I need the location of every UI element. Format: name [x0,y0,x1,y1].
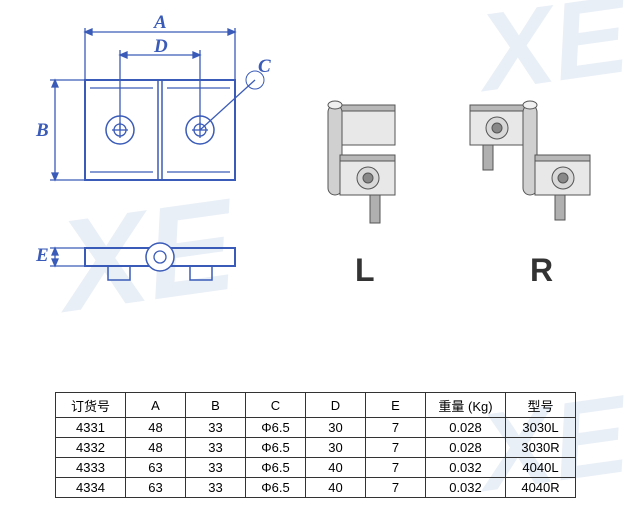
dim-label-b: B [36,120,49,142]
table-cell: 33 [186,438,246,458]
table-cell: 0.028 [426,418,506,438]
table-row: 43346333Φ6.54070.0324040R [56,478,576,498]
iso-view-right [455,95,605,260]
table-cell: 4333 [56,458,126,478]
table-cell: 7 [366,478,426,498]
table-cell: 4334 [56,478,126,498]
iso-label-right: R [530,252,553,289]
table-cell: 4332 [56,438,126,458]
table-cell: Φ6.5 [246,478,306,498]
table-cell: 30 [306,418,366,438]
table-cell: 0.032 [426,478,506,498]
table-cell: 4331 [56,418,126,438]
table-cell: 4040R [506,478,576,498]
table-cell: 3030L [506,418,576,438]
table-cell: 48 [126,418,186,438]
table-cell: 3030R [506,438,576,458]
table-row: 43336333Φ6.54070.0324040L [56,458,576,478]
table-header-cell: B [186,393,246,418]
table-cell: 33 [186,478,246,498]
table-header-cell: 型号 [506,393,576,418]
table-row: 43314833Φ6.53070.0283030L [56,418,576,438]
table-cell: 48 [126,438,186,458]
dim-label-d: D [154,36,168,58]
table-header-cell: D [306,393,366,418]
iso-view-left [310,95,430,260]
table-row: 43324833Φ6.53070.0283030R [56,438,576,458]
dim-label-c: C [258,56,271,78]
table-cell: 33 [186,418,246,438]
table-cell: 0.028 [426,438,506,458]
iso-right-svg [455,95,605,255]
table-cell: 63 [126,478,186,498]
table-cell: 30 [306,438,366,458]
spec-table: 订货号ABCDE重量 (Kg)型号 43314833Φ6.53070.02830… [55,392,576,498]
table-cell: Φ6.5 [246,458,306,478]
table-header-cell: 订货号 [56,393,126,418]
table-cell: 33 [186,458,246,478]
table-cell: 7 [366,438,426,458]
table-cell: Φ6.5 [246,438,306,458]
table-header-cell: A [126,393,186,418]
iso-left-svg [310,95,430,255]
table-cell: 0.032 [426,458,506,478]
drawing-svg [30,10,290,350]
table-cell: 7 [366,418,426,438]
dim-label-a: A [154,12,167,34]
table-cell: 63 [126,458,186,478]
table-cell: 40 [306,478,366,498]
table-cell: 40 [306,458,366,478]
dim-label-e: E [36,245,49,267]
table-header-cell: E [366,393,426,418]
iso-label-left: L [355,252,375,289]
table-header-cell: 重量 (Kg) [426,393,506,418]
technical-drawing: A D C B E [30,10,290,350]
table-cell: Φ6.5 [246,418,306,438]
table-cell: 4040L [506,458,576,478]
table-header-row: 订货号ABCDE重量 (Kg)型号 [56,393,576,418]
table-header-cell: C [246,393,306,418]
table-cell: 7 [366,458,426,478]
